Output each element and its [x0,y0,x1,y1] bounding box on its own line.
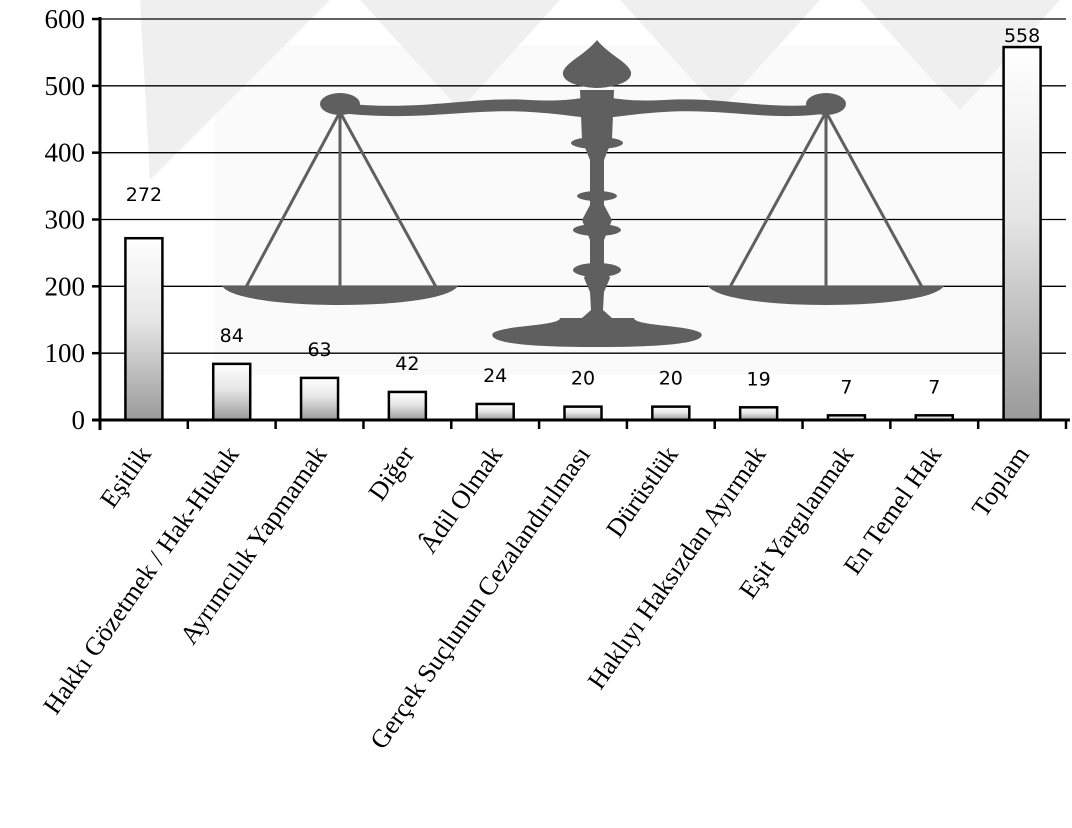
bar [124,236,164,422]
x-tick-label: Âdil Olmak [414,441,509,559]
x-tick-label: Eşitlik [94,441,157,513]
data-label: 42 [395,353,419,375]
data-label: 272 [126,184,162,206]
axes [92,17,1070,430]
x-tick-label: Haklıyı Haksızdan Ayırmak [582,441,772,695]
data-label: 84 [220,325,244,347]
y-tick-label: 400 [45,138,86,168]
data-label: 7 [928,376,940,398]
bar [211,362,252,422]
y-tick-label: 500 [45,71,86,101]
data-label: 20 [571,368,595,390]
bar [387,390,428,422]
data-label: 558 [1004,25,1040,47]
bar [563,405,603,422]
data-label: 20 [659,368,683,390]
bar [299,376,340,422]
y-tick-label: 300 [45,205,86,235]
bar [475,402,515,422]
data-label: 7 [840,376,852,398]
y-tick-label: 0 [72,405,86,435]
data-label: 24 [483,365,507,387]
data-label: 19 [747,368,771,390]
data-label: 63 [307,339,331,361]
y-tick-label: 200 [45,271,86,301]
x-tick-label: Toplam [966,441,1035,522]
y-axis-ticks: 0 100 200 300 400 500 600 [45,4,86,435]
watermark [140,0,1060,180]
x-tick-label: Dürüstlük [600,441,683,543]
bar [738,406,779,422]
scales-of-justice-icon [222,40,944,347]
bar [651,405,691,422]
x-tick-label: Diğer [363,441,421,506]
y-tick-label: 100 [45,338,86,368]
y-tick-label: 600 [45,4,86,34]
bar-series [124,45,1042,422]
data-labels: 272 84 63 42 24 20 20 19 7 7 558 [126,25,1040,398]
bar [1002,45,1042,422]
